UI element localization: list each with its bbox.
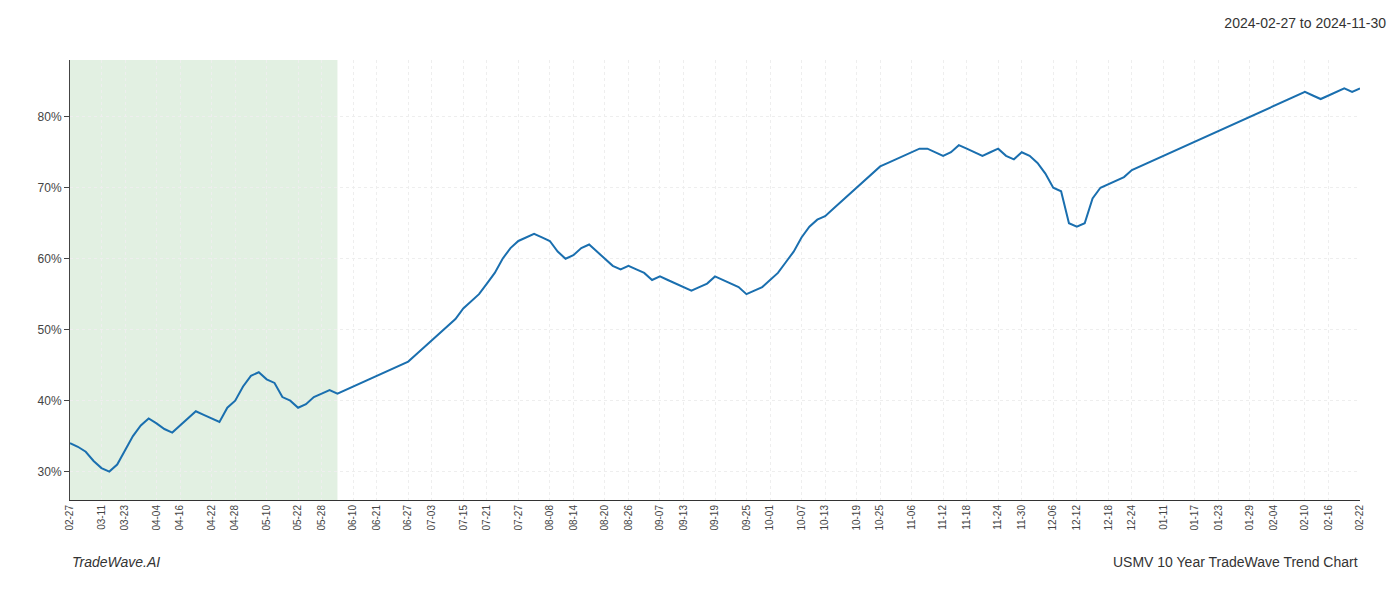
svg-text:10-07: 10-07 [796, 505, 807, 531]
svg-text:04-16: 04-16 [174, 505, 185, 531]
svg-text:USMV 10 Year TradeWave Trend C: USMV 10 Year TradeWave Trend Chart [1113, 554, 1358, 570]
svg-text:2024-02-27 to 2024-11-30: 2024-02-27 to 2024-11-30 [1224, 15, 1386, 31]
svg-text:80%: 80% [38, 110, 62, 124]
svg-text:02-04: 02-04 [1268, 505, 1279, 531]
svg-text:11-18: 11-18 [961, 505, 972, 530]
svg-text:12-18: 12-18 [1103, 505, 1114, 531]
svg-text:11-30: 11-30 [1016, 505, 1027, 530]
svg-text:09-19: 09-19 [709, 505, 720, 531]
svg-text:70%: 70% [38, 181, 62, 195]
svg-text:01-11: 01-11 [1158, 505, 1169, 530]
svg-text:06-10: 06-10 [347, 505, 358, 531]
svg-text:12-24: 12-24 [1126, 505, 1137, 531]
svg-text:09-13: 09-13 [678, 505, 689, 531]
svg-text:03-11: 03-11 [96, 505, 107, 530]
svg-text:05-10: 05-10 [261, 505, 272, 531]
svg-text:08-14: 08-14 [568, 505, 579, 531]
svg-text:04-22: 04-22 [206, 505, 217, 531]
svg-text:12-06: 12-06 [1047, 505, 1058, 531]
svg-text:08-08: 08-08 [544, 505, 555, 531]
svg-text:60%: 60% [38, 252, 62, 266]
svg-text:50%: 50% [38, 323, 62, 337]
svg-text:01-23: 01-23 [1213, 505, 1224, 531]
svg-text:04-04: 04-04 [151, 505, 162, 531]
svg-text:03-23: 03-23 [119, 505, 130, 531]
svg-text:11-12: 11-12 [937, 505, 948, 530]
svg-text:10-25: 10-25 [874, 505, 885, 531]
svg-text:06-27: 06-27 [402, 505, 413, 531]
svg-text:02-16: 02-16 [1323, 505, 1334, 531]
svg-text:40%: 40% [38, 394, 62, 408]
svg-text:07-21: 07-21 [481, 505, 492, 531]
svg-text:05-28: 05-28 [316, 505, 327, 531]
svg-text:01-29: 01-29 [1244, 505, 1255, 531]
svg-text:07-15: 07-15 [458, 505, 469, 531]
svg-text:02-10: 02-10 [1299, 505, 1310, 531]
svg-text:05-22: 05-22 [292, 505, 303, 531]
svg-text:09-07: 09-07 [654, 505, 665, 531]
svg-text:09-25: 09-25 [741, 505, 752, 531]
svg-text:08-26: 08-26 [623, 505, 634, 531]
svg-text:07-03: 07-03 [426, 505, 437, 531]
svg-text:10-13: 10-13 [819, 505, 830, 531]
svg-text:02-27: 02-27 [64, 505, 75, 531]
svg-text:06-21: 06-21 [371, 505, 382, 531]
svg-text:11-24: 11-24 [992, 505, 1003, 530]
svg-text:12-12: 12-12 [1071, 505, 1082, 531]
svg-text:01-17: 01-17 [1189, 505, 1200, 531]
svg-text:10-01: 10-01 [764, 505, 775, 531]
svg-text:30%: 30% [38, 465, 62, 479]
svg-text:04-28: 04-28 [229, 505, 240, 531]
svg-text:07-27: 07-27 [513, 505, 524, 531]
svg-text:10-19: 10-19 [851, 505, 862, 531]
svg-text:TradeWave.AI: TradeWave.AI [72, 554, 160, 570]
svg-text:08-20: 08-20 [599, 505, 610, 531]
svg-text:02-22: 02-22 [1354, 505, 1365, 531]
svg-text:11-06: 11-06 [906, 505, 917, 530]
